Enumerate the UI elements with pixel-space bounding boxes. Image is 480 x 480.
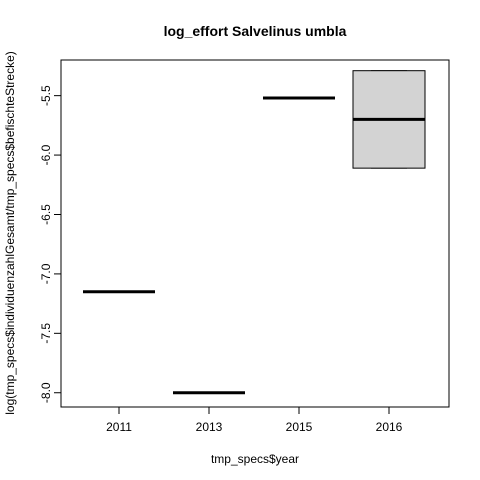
plot-frame: [60, 59, 450, 408]
x-tick-label: 2016: [376, 420, 403, 434]
y-tick-label: -7.5: [39, 323, 53, 344]
x-axis-label: tmp_specs$year: [211, 452, 299, 466]
y-tick-label: -5.5: [39, 85, 53, 106]
y-axis-label: log(tmp_specs$individuenzahlGesamt/tmp_s…: [3, 51, 17, 415]
x-tick-label: 2015: [286, 420, 313, 434]
y-tick-label: -6.5: [39, 204, 53, 225]
x-tick-label: 2011: [106, 420, 132, 434]
y-tick-label: -8.0: [39, 382, 53, 403]
y-tick-label: -6.0: [39, 144, 53, 165]
x-tick-label: 2013: [196, 420, 223, 434]
y-tick-label: -7.0: [39, 263, 53, 284]
chart-title: log_effort Salvelinus umbla: [164, 23, 347, 39]
